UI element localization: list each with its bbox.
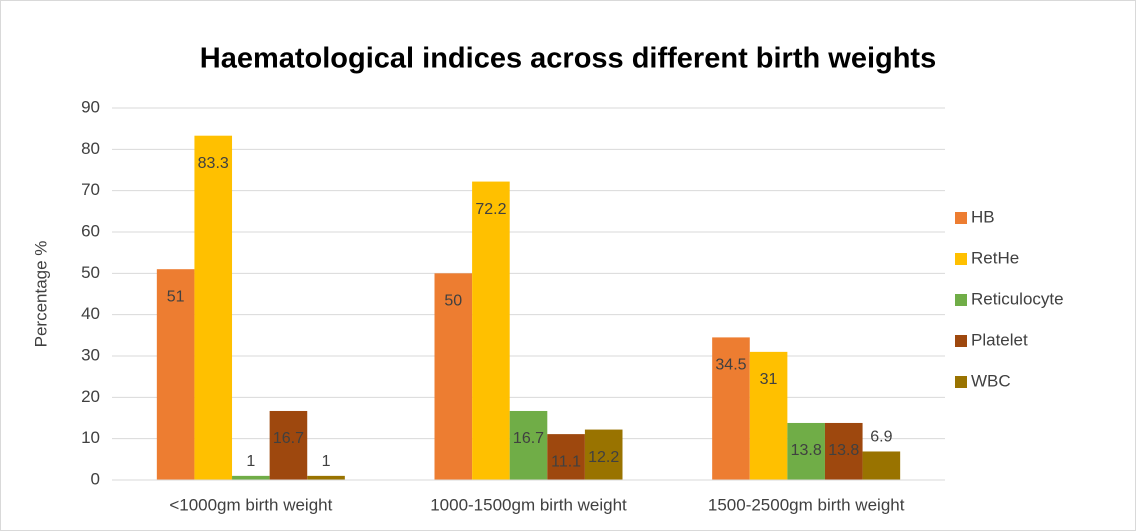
legend-label: Reticulocyte: [971, 289, 1064, 308]
data-label: 1: [246, 453, 255, 470]
data-label: 72.2: [475, 201, 506, 218]
bar: [862, 451, 901, 480]
legend-swatch: [955, 335, 967, 347]
data-label: 13.8: [828, 442, 859, 459]
y-tick-label: 40: [81, 304, 100, 323]
data-label: 16.7: [513, 430, 544, 447]
legend-swatch: [955, 294, 967, 306]
y-axis-label: Percentage %: [31, 241, 50, 348]
data-label: 16.7: [273, 430, 304, 447]
legend-label: RetHe: [971, 248, 1019, 267]
y-tick-label: 60: [81, 221, 100, 240]
x-tick-label: <1000gm birth weight: [169, 495, 332, 514]
bar: [194, 135, 233, 480]
data-label: 1: [322, 453, 331, 470]
y-tick-label: 20: [81, 387, 100, 406]
legend-swatch: [955, 376, 967, 388]
data-label: 13.8: [791, 442, 822, 459]
legend-label: HB: [971, 207, 995, 226]
bar: [749, 351, 788, 480]
bar: [509, 410, 548, 480]
y-tick-label: 80: [81, 139, 100, 158]
bar: [787, 422, 825, 480]
data-label: 11.1: [551, 453, 581, 470]
data-label: 50: [444, 293, 462, 310]
y-tick-label: 90: [81, 97, 100, 116]
y-tick-label: 0: [91, 469, 100, 488]
data-label: 12.2: [588, 449, 619, 466]
bar: [547, 434, 585, 480]
legend-label: Platelet: [971, 330, 1028, 349]
chart-title: Haematological indices across different …: [200, 43, 936, 75]
data-label: 6.9: [870, 429, 892, 446]
data-label: 34.5: [715, 357, 746, 374]
legend-swatch: [955, 253, 967, 265]
y-tick-label: 70: [81, 180, 100, 199]
bar: [584, 429, 623, 480]
bar: [472, 181, 510, 480]
y-tick-label: 10: [81, 428, 100, 447]
legend-label: WBC: [971, 371, 1011, 390]
legend-swatch: [955, 212, 967, 224]
y-tick-label: 50: [81, 263, 100, 282]
bar: [156, 269, 195, 480]
x-tick-label: 1500-2500gm birth weight: [708, 495, 905, 514]
bar: [232, 475, 270, 480]
x-tick-label: 1000-1500gm birth weight: [430, 495, 627, 514]
data-label: 31: [760, 371, 778, 388]
y-tick-label: 30: [81, 345, 100, 364]
bar: [712, 337, 750, 480]
bar: [434, 273, 473, 480]
bar: [269, 410, 308, 480]
bar: [307, 475, 345, 480]
data-label: 51: [167, 288, 185, 305]
data-label: 83.3: [198, 155, 229, 172]
bar: [824, 422, 863, 480]
